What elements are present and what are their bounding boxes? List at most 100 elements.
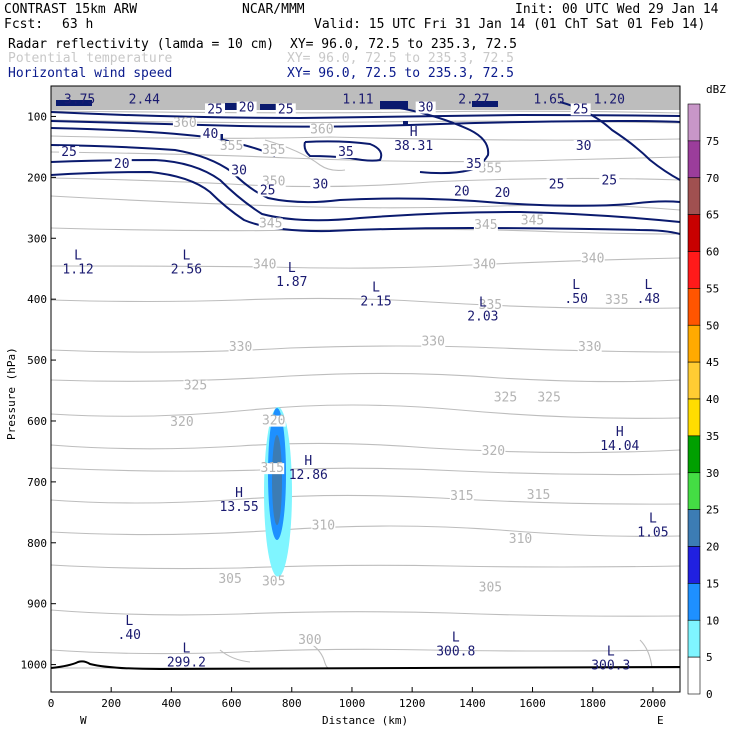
theta-label: 320	[262, 414, 285, 429]
theta-label-bg	[172, 117, 197, 129]
colorbar-level-label: 30	[706, 467, 719, 480]
colorbar-swatch	[687, 324, 701, 363]
wind-label-bg	[599, 174, 620, 187]
theta-label-bg	[478, 163, 503, 175]
field-theta: Potential temperature	[8, 51, 173, 66]
theta-label: 335	[479, 298, 502, 313]
theta-label: 345	[521, 213, 544, 228]
theta-label-bg	[473, 220, 498, 232]
valid-time: Valid: 15 UTC Fri 31 Jan 14 (01 ChT Sat …	[314, 17, 705, 32]
band-value-label: 2.44	[129, 93, 160, 108]
extremum-value: 1.05	[637, 526, 668, 541]
x-tick-label: 2000	[640, 697, 667, 710]
colorbar-level-label: 10	[706, 614, 719, 627]
colorbar-level-label: 20	[706, 541, 719, 554]
wind-label: 25	[278, 102, 294, 117]
colorbar-level-label: 5	[706, 651, 713, 664]
theta-label: 300	[298, 633, 321, 648]
colorbar-level-label: 70	[706, 172, 719, 185]
colorbar-level-label: 65	[706, 209, 719, 222]
colorbar-level-label: 50	[706, 319, 719, 332]
theta-label-bg	[449, 491, 474, 503]
x-tick-label: 0	[48, 697, 55, 710]
theta-label: 355	[220, 139, 243, 154]
extremum-value: 2.56	[171, 263, 202, 278]
y-axis-label: Pressure (hPa)	[5, 347, 18, 440]
theta-label: 315	[527, 488, 550, 503]
low-marker: L	[74, 249, 82, 264]
theta-label-bg	[183, 380, 208, 392]
colorbar-swatch	[687, 546, 701, 584]
theta-label: 335	[605, 293, 628, 308]
theta-label: 325	[537, 390, 560, 405]
colorbar-swatch	[687, 619, 701, 658]
band-value-label: 1.65	[533, 93, 564, 108]
y-tick-label: 500	[27, 354, 47, 367]
y-axis: 100 200 300 400 500 600 700 800 900 1000	[21, 110, 56, 672]
x-tick-label: 200	[101, 697, 121, 710]
wind-label-bg	[229, 164, 250, 177]
x-axis-label: Distance (km)	[322, 714, 408, 727]
x-tick-label: 1400	[459, 697, 486, 710]
wind-label: 40	[203, 127, 219, 142]
theta-label-bg	[261, 176, 286, 188]
y-tick-label: 300	[27, 232, 47, 245]
wind-isotachs	[50, 101, 681, 235]
theta-label: 325	[184, 378, 207, 393]
wind-label-bg	[236, 101, 257, 114]
theta-label-bg	[421, 336, 446, 348]
colorbar-level-label: 40	[706, 393, 719, 406]
colorbar-level-label: 25	[706, 504, 719, 517]
low-marker: L	[372, 280, 380, 295]
y-tick-label: 700	[27, 476, 47, 489]
wind-label-bg	[463, 158, 484, 171]
colorbar-swatch	[687, 103, 701, 142]
theta-label-bg	[260, 463, 285, 475]
theta-label: 330	[578, 340, 601, 355]
field-wind-xy: XY= 96.0, 72.5 to 235.3, 72.5	[287, 66, 514, 81]
band-label-layer: 3.75 2.44 1.11 2.27 1.65 1.20	[64, 93, 625, 108]
theta-label-bg	[577, 341, 602, 353]
colorbar-swatch	[687, 177, 701, 215]
low-marker: L	[572, 278, 580, 293]
theta-label: 330	[229, 340, 252, 355]
low-marker: L	[125, 614, 133, 629]
band-value-label: 1.11	[342, 93, 373, 108]
colorbar-level-label: 35	[706, 430, 719, 443]
extremum-value: 14.04	[600, 439, 639, 454]
theta-label-bg	[311, 520, 336, 532]
field-reflectivity-xy: XY= 96.0, 72.5 to 235.3, 72.5	[290, 37, 517, 52]
low-marker: L	[479, 295, 487, 310]
wind-label: 25	[573, 102, 589, 117]
colorbar-level-label: 45	[706, 356, 719, 369]
y-tick-label: 400	[27, 293, 47, 306]
field-reflectivity: Radar reflectivity (lamda = 10 cm)	[8, 37, 274, 52]
wind-label-bg	[546, 178, 567, 191]
wind-label: 25	[207, 102, 223, 117]
theta-label-bg	[472, 259, 497, 271]
wind-label: 20	[239, 101, 255, 116]
theta-label: 320	[482, 444, 505, 459]
theta-label-bg	[252, 259, 277, 271]
wind-label-bg	[335, 146, 356, 159]
theta-label-bg	[580, 253, 605, 265]
wind-label-bg	[570, 103, 591, 116]
low-marker: L	[452, 630, 460, 645]
theta-label: 330	[421, 334, 444, 349]
wind-label: 25	[61, 145, 77, 160]
theta-label-bg	[520, 215, 545, 227]
wind-label-bg	[200, 127, 221, 140]
low-marker: L	[644, 278, 652, 293]
wind-label-bg	[451, 185, 472, 198]
model-title: CONTRAST 15km ARW	[4, 2, 137, 17]
theta-label-bg	[481, 446, 506, 458]
wind-label: 25	[601, 174, 617, 189]
extremum-value: 300.3	[591, 658, 630, 673]
wind-label-bg	[111, 158, 132, 171]
extremum-value: 12.86	[289, 468, 328, 483]
x-tick-label: 1200	[399, 697, 426, 710]
colorbar-swatch	[687, 583, 701, 621]
y-tick-label: 100	[27, 110, 47, 123]
